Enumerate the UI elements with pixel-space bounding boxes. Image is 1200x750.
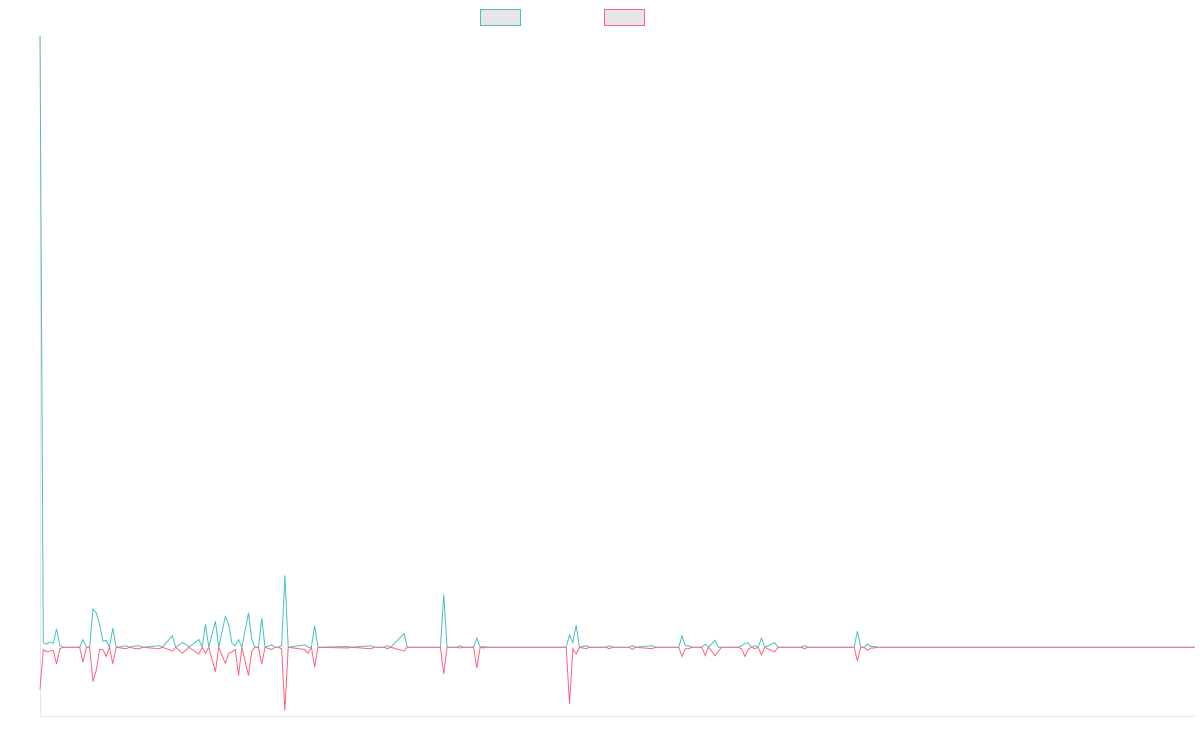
- series-2-line[interactable]: [39, 645, 1195, 711]
- legend-swatch-1[interactable]: [480, 9, 521, 26]
- series-1-line[interactable]: [39, 35, 1195, 650]
- legend[interactable]: [480, 9, 645, 26]
- series-2: [39, 645, 1195, 711]
- series-1: [39, 35, 1195, 650]
- axes: [40, 36, 1195, 717]
- series-group: [39, 35, 1195, 711]
- legend-swatch-2[interactable]: [604, 9, 645, 26]
